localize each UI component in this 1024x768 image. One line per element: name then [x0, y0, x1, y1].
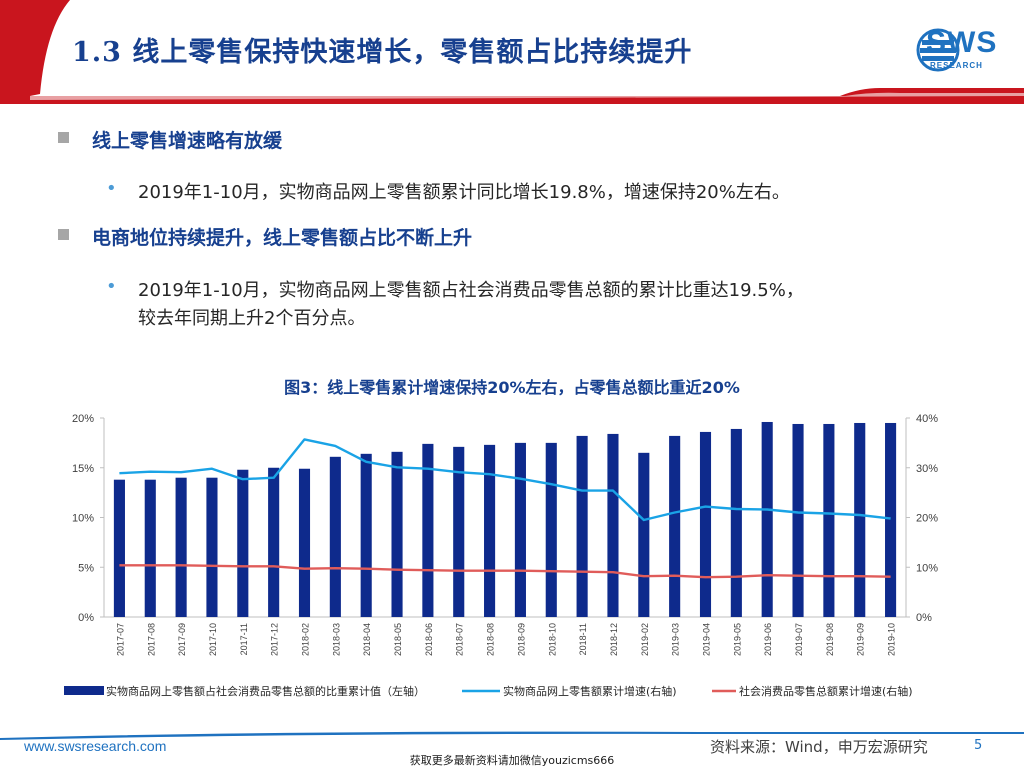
- bar: [730, 428, 742, 617]
- left-tick-label: 20%: [72, 413, 94, 425]
- x-tick-label: 2017-12: [270, 623, 280, 656]
- right-tick-label: 30%: [916, 463, 938, 475]
- section-heading-growth: 线上零售增速略有放缓: [92, 130, 283, 152]
- right-tick-label: 20%: [916, 513, 938, 525]
- bullet-text-share-line1: 2019年1-10月，实物商品网上零售额占社会消费品零售总额的累计比重达19.5…: [138, 280, 804, 301]
- bar: [638, 452, 650, 617]
- left-tick-label: 0%: [78, 612, 94, 624]
- bar: [175, 477, 187, 617]
- x-tick-label: 2019-07: [794, 623, 804, 656]
- x-tick-label: 2019-03: [671, 623, 681, 656]
- bar: [885, 422, 897, 617]
- bar: [792, 423, 804, 617]
- legend-label-online: 实物商品网上零售额累计增速(右轴): [503, 684, 677, 698]
- x-tick-label: 2017-09: [177, 623, 187, 656]
- x-tick-label: 2018-10: [547, 623, 557, 656]
- bar: [268, 467, 280, 617]
- x-tick-label: 2017-10: [208, 623, 218, 656]
- bar: [545, 442, 557, 617]
- header-red-swoosh: [0, 0, 1024, 104]
- page-number: 5: [974, 738, 983, 753]
- bullet-dot-icon: •: [106, 178, 117, 199]
- bar: [422, 443, 434, 617]
- slide-header: 1.3 线上零售保持快速增长，零售额占比持续提升 SWS RESEARCH: [0, 0, 1024, 104]
- footer-swoosh: [0, 731, 1024, 740]
- x-tick-label: 2018-06: [424, 623, 434, 656]
- x-tick-label: 2019-06: [763, 623, 773, 656]
- bar: [360, 453, 372, 617]
- x-tick-label: 2018-07: [455, 623, 465, 656]
- sws-logo-icon: [916, 28, 960, 72]
- logo-wordmark: SWS: [926, 26, 998, 59]
- bar: [669, 435, 681, 617]
- total-retail-growth-line: [119, 564, 891, 579]
- bar: [823, 423, 835, 617]
- x-tick-label: 2019-02: [640, 623, 650, 656]
- x-tick-label: 2018-08: [486, 623, 496, 656]
- right-tick-label: 0%: [916, 612, 932, 624]
- footer-watermark: 获取更多最新资料请加微信youzicms666: [409, 754, 615, 767]
- section-square-icon: [58, 132, 69, 143]
- bar: [484, 444, 496, 617]
- bar: [391, 451, 403, 617]
- bar: [237, 469, 249, 617]
- footer-source: 资料来源：Wind，申万宏源研究: [710, 738, 928, 756]
- bullet-text-share-line2: 较去年同期上升2个百分点。: [138, 308, 366, 329]
- x-tick-label: 2018-03: [331, 623, 341, 656]
- bar: [699, 431, 712, 617]
- section-square-icon: [58, 229, 69, 240]
- bar: [329, 456, 341, 617]
- footer-site-link[interactable]: www.swsresearch.com: [24, 738, 167, 754]
- right-tick-label: 10%: [916, 562, 938, 574]
- retail-chart: 0% 5% 10% 15% 20% 0% 10% 20% 30% 40% 2017-07 2017-0…: [64, 413, 938, 698]
- bar: [144, 479, 156, 617]
- x-tick-label: 2018-04: [362, 623, 372, 656]
- online-growth-line: [119, 438, 891, 522]
- left-tick-label: 5%: [78, 562, 94, 574]
- x-tick-label: 2018-12: [609, 623, 619, 656]
- bar: [453, 446, 465, 617]
- legend-label-bar: 实物商品网上零售额占社会消费品零售总额的比重累计值（左轴）: [106, 684, 425, 698]
- left-tick-label: 10%: [72, 513, 94, 525]
- x-tick-label: 2018-11: [578, 623, 588, 655]
- x-tick-label: 2019-05: [732, 623, 742, 656]
- bar: [514, 442, 526, 617]
- chart-title: 图3：线上零售累计增速保持20%左右，占零售总额比重近20%: [284, 378, 740, 397]
- left-tick-label: 15%: [72, 463, 94, 475]
- x-tick-label: 2017-11: [239, 623, 249, 655]
- x-tick-label: 2017-08: [146, 623, 156, 656]
- bullet-text-growth: 2019年1-10月，实物商品网上零售额累计同比增长19.8%，增速保持20%左…: [138, 182, 790, 203]
- x-tick-label: 2019-04: [702, 623, 712, 656]
- bar: [576, 435, 588, 617]
- x-tick-label: 2019-10: [887, 623, 897, 656]
- section-heading-share: 电商地位持续提升，线上零售额占比不断上升: [92, 227, 473, 249]
- x-tick-label: 2019-08: [825, 623, 835, 656]
- right-tick-label: 40%: [916, 413, 938, 425]
- bar: [298, 468, 311, 617]
- bar: [761, 421, 773, 617]
- x-tick-label: 2017-07: [115, 623, 125, 656]
- logo-subtitle: RESEARCH: [930, 61, 983, 70]
- x-tick-label: 2018-05: [393, 623, 403, 656]
- x-tick-label: 2019-09: [856, 623, 866, 656]
- bullet-dot-icon: •: [106, 276, 117, 297]
- x-tick-label: 2018-09: [516, 623, 526, 656]
- bar: [113, 479, 125, 617]
- bar: [854, 422, 866, 617]
- bar: [206, 477, 218, 617]
- legend-label-total: 社会消费品零售总额累计增速(右轴): [739, 684, 913, 698]
- legend-swatch-bar: [64, 686, 104, 695]
- x-tick-label: 2018-02: [301, 623, 311, 656]
- slide-title: 1.3 线上零售保持快速增长，零售额占比持续提升: [72, 37, 693, 68]
- bar: [607, 433, 619, 617]
